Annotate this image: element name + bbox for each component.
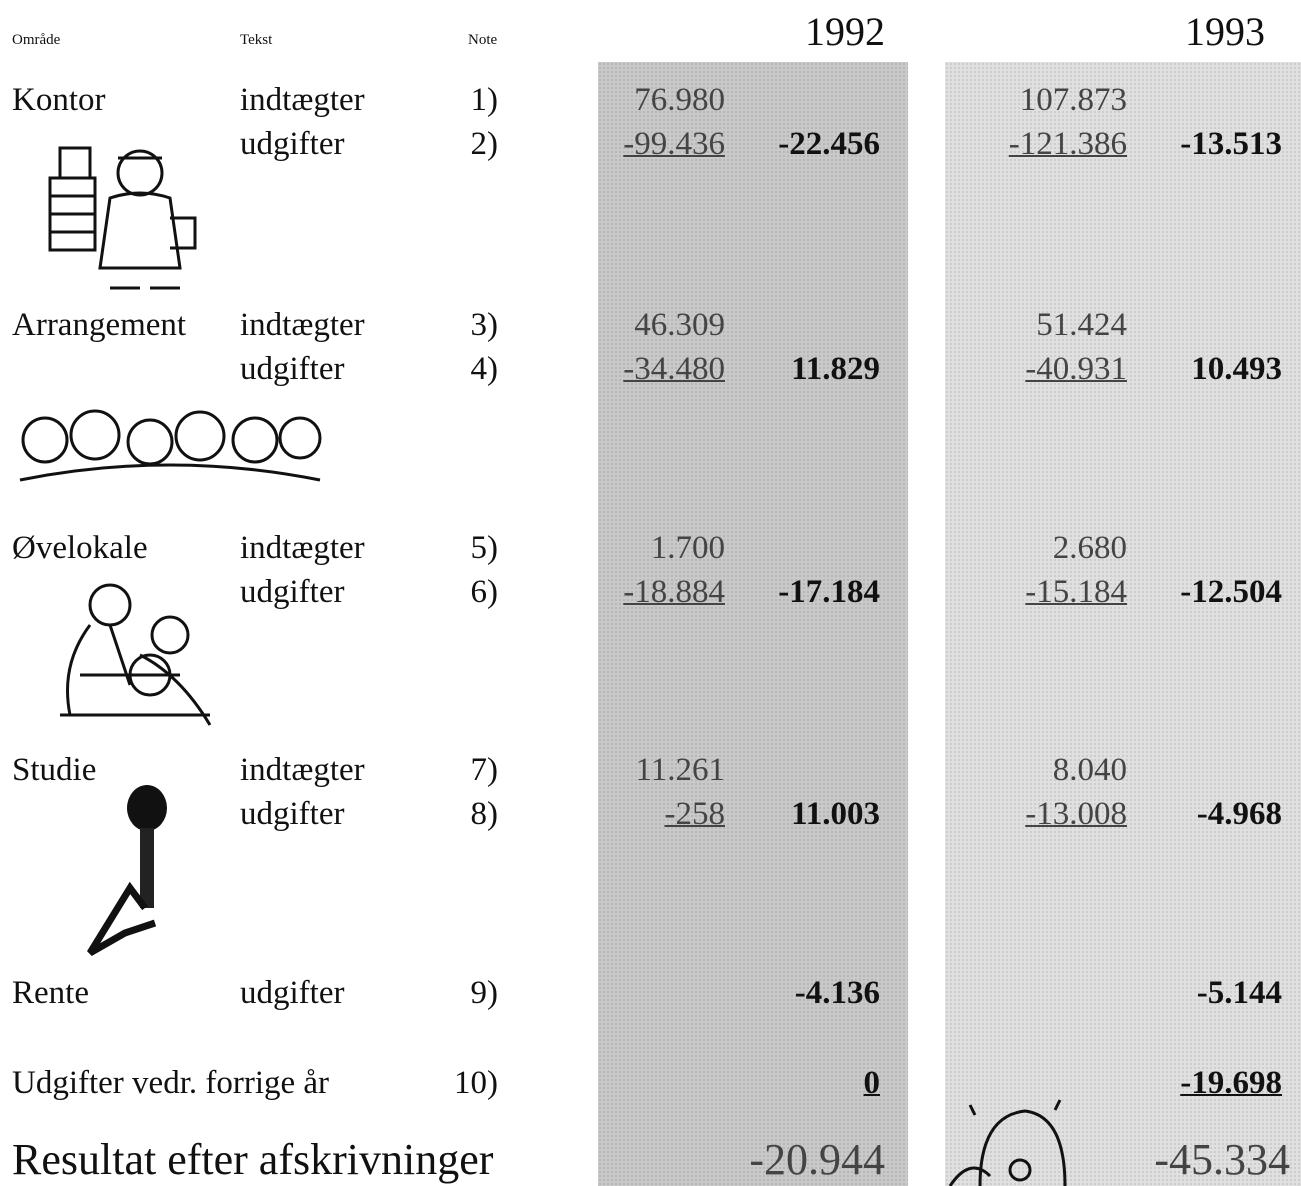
- row-text: udgifter: [240, 794, 344, 834]
- area-label: Udgifter vedr. forrige år: [12, 1063, 329, 1103]
- total-1992: 11.003: [740, 794, 880, 834]
- area-label: Rente: [12, 973, 89, 1013]
- row-text: udgifter: [240, 124, 344, 164]
- total-1992: -4.136: [740, 973, 880, 1013]
- year-header: 1992: [700, 10, 885, 54]
- note: 7): [420, 750, 498, 790]
- crowd-clipart: [15, 400, 325, 482]
- row-text: udgifter: [240, 572, 344, 612]
- note: 10): [420, 1063, 498, 1103]
- note: 2): [420, 124, 498, 164]
- note: 5): [420, 528, 498, 568]
- value-1993: 8.040: [960, 750, 1127, 790]
- row-text: indtægter: [240, 80, 365, 120]
- total-1992: 11.829: [740, 349, 880, 389]
- value-1992: -99.436: [560, 124, 725, 164]
- result-label: Resultat efter afskrivninger: [12, 1135, 493, 1185]
- column-header: Note: [468, 30, 497, 50]
- office-clipart: [40, 128, 210, 298]
- column-header: Tekst: [240, 30, 272, 50]
- row-text: indtægter: [240, 305, 365, 345]
- note: 8): [420, 794, 498, 834]
- value-1992: 1.700: [560, 528, 725, 568]
- column-band-1993: [945, 62, 1301, 1186]
- total-1992: -17.184: [740, 572, 880, 612]
- value-1992: 76.980: [560, 80, 725, 120]
- rehearsal-clipart: [40, 575, 220, 730]
- total-1993: 10.493: [1140, 349, 1282, 389]
- total-1993: -4.968: [1140, 794, 1282, 834]
- value-1993: 2.680: [960, 528, 1127, 568]
- result-1993: -45.334: [1100, 1135, 1290, 1185]
- area-label: Øvelokale: [12, 528, 148, 568]
- note: 4): [420, 349, 498, 389]
- total-1992: 0: [740, 1063, 880, 1103]
- note: 6): [420, 572, 498, 612]
- area-label: Studie: [12, 750, 96, 790]
- value-1993: -15.184: [960, 572, 1127, 612]
- result-1992: -20.944: [700, 1135, 885, 1185]
- note: 3): [420, 305, 498, 345]
- total-1993: -5.144: [1140, 973, 1282, 1013]
- total-1992: -22.456: [740, 124, 880, 164]
- value-1993: 107.873: [960, 80, 1127, 120]
- column-band-1992: [598, 62, 908, 1186]
- page: Område Tekst Note 1992 1993 Kontor indtægter 1)…: [0, 0, 1301, 1186]
- value-1992: 46.309: [560, 305, 725, 345]
- column-header: Område: [12, 30, 60, 50]
- value-1992: 11.261: [560, 750, 725, 790]
- note: 1): [420, 80, 498, 120]
- value-1992: -18.884: [560, 572, 725, 612]
- total-1993: -12.504: [1140, 572, 1282, 612]
- area-label: Kontor: [12, 80, 106, 120]
- value-1992: -258: [560, 794, 725, 834]
- row-text: indtægter: [240, 528, 365, 568]
- row-text: udgifter: [240, 349, 344, 389]
- area-label: Arrangement: [12, 305, 186, 345]
- value-1992: -34.480: [560, 349, 725, 389]
- microphone-clipart: [85, 783, 175, 958]
- total-1993: -19.698: [1140, 1063, 1282, 1103]
- face-clipart: [930, 1095, 1070, 1186]
- row-text: indtægter: [240, 750, 365, 790]
- note: 9): [420, 973, 498, 1013]
- value-1993: -13.008: [960, 794, 1127, 834]
- value-1993: -40.931: [960, 349, 1127, 389]
- row-text: udgifter: [240, 973, 344, 1013]
- total-1993: -13.513: [1140, 124, 1282, 164]
- value-1993: -121.386: [960, 124, 1127, 164]
- year-header: 1993: [1100, 10, 1265, 54]
- value-1993: 51.424: [960, 305, 1127, 345]
